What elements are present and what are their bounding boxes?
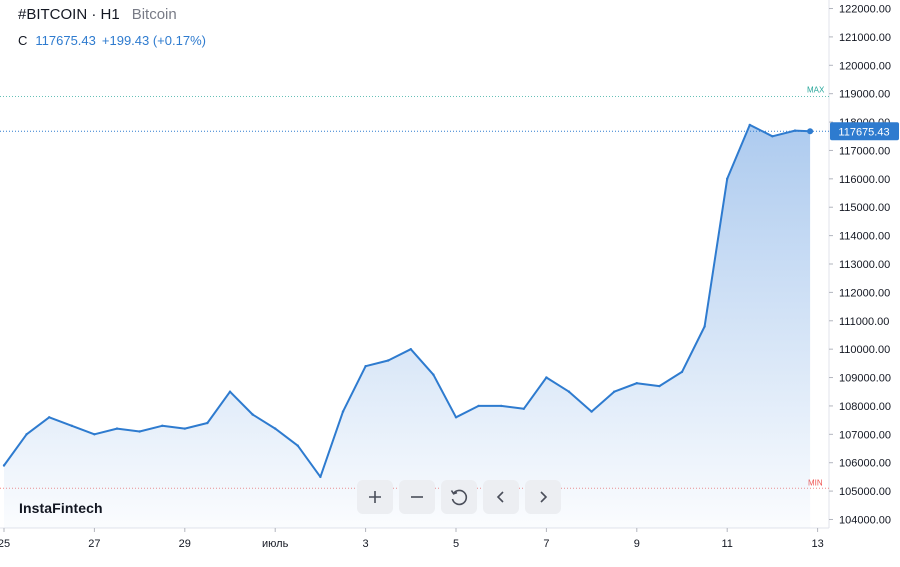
data-point — [93, 433, 96, 436]
price-area — [4, 124, 811, 529]
x-tick-label: июль — [262, 538, 289, 550]
data-point — [48, 416, 51, 419]
data-point — [70, 424, 74, 427]
y-tick-label: 106000.00 — [839, 458, 891, 470]
last-price-tag-label: 117675.43 — [838, 126, 889, 138]
data-point — [251, 413, 254, 416]
data-point — [703, 325, 706, 328]
x-tick-label: 3 — [363, 538, 369, 550]
data-point — [25, 433, 28, 436]
y-tick-label: 115000.00 — [839, 202, 890, 214]
data-point — [658, 384, 661, 388]
x-tick-label: 11 — [721, 538, 732, 550]
data-point — [341, 410, 345, 413]
data-point — [409, 348, 412, 351]
data-point — [115, 427, 119, 430]
data-point — [567, 390, 571, 393]
x-tick-label: 9 — [634, 538, 640, 550]
data-point — [387, 359, 390, 362]
y-tick-label: 116000.00 — [839, 174, 890, 186]
y-tick-label: 112000.00 — [839, 287, 890, 299]
symbol-description: Bitcoin — [131, 6, 177, 23]
data-point — [793, 129, 797, 132]
data-point — [228, 390, 232, 393]
zoom-out-button[interactable] — [399, 480, 435, 514]
scroll-right-button[interactable] — [525, 480, 561, 514]
x-tick-label: 13 — [811, 538, 823, 550]
minus-icon — [411, 496, 423, 498]
instafintech-logo: InstaFintech — [19, 500, 103, 516]
data-point — [319, 475, 322, 479]
data-point — [454, 416, 458, 419]
data-point — [726, 177, 729, 180]
min-label: MIN — [808, 478, 823, 487]
x-tick-label: 27 — [88, 538, 100, 550]
y-tick-label: 104000.00 — [839, 514, 891, 526]
chart-toolbar — [357, 480, 561, 514]
reset-icon — [450, 489, 468, 506]
x-tick-label: 25 — [0, 538, 10, 550]
legend-title-row: #BITCOIN · H1 Bitcoin — [18, 6, 206, 24]
y-tick-label: 114000.00 — [839, 231, 890, 243]
data-point — [477, 404, 480, 408]
y-tick-label: 122000.00 — [839, 4, 891, 16]
data-point — [274, 427, 277, 430]
y-tick-label: 119000.00 — [839, 89, 890, 101]
chevron-left-icon — [496, 491, 504, 503]
last-price-tag — [830, 122, 899, 141]
data-point — [590, 410, 593, 413]
y-tick-label: 121000.00 — [839, 32, 891, 44]
chart-legend: #BITCOIN · H1 Bitcoin C 117675.43 +199.43 (… — [18, 6, 206, 50]
data-point — [680, 370, 684, 374]
data-point — [138, 430, 141, 433]
legend-price-row: C 117675.43 +199.43 (+0.17%) — [18, 32, 206, 50]
y-tick-label: 110000.00 — [839, 344, 890, 356]
max-label: MAX — [807, 86, 825, 95]
x-tick-label: 29 — [179, 538, 191, 550]
close-value: 117675.43 — [35, 33, 96, 48]
symbol-label: #BITCOIN · H1 — [18, 6, 120, 23]
price-change: +199.43 (+0.17%) — [101, 33, 206, 48]
data-point — [183, 427, 186, 430]
data-point — [296, 444, 299, 447]
y-tick-label: 120000.00 — [839, 60, 891, 72]
chevron-right-icon — [540, 491, 548, 503]
data-point — [364, 365, 367, 368]
data-point — [500, 404, 503, 408]
data-point — [432, 373, 435, 376]
zoom-in-button[interactable] — [357, 480, 393, 514]
y-tick-label: 105000.00 — [839, 486, 891, 498]
data-point — [635, 382, 638, 385]
data-point — [771, 135, 774, 138]
y-tick-label: 109000.00 — [839, 373, 891, 385]
data-point — [206, 421, 209, 425]
data-point — [522, 407, 525, 410]
y-tick-label: 111000.00 — [839, 316, 889, 328]
last-price-dot — [807, 128, 814, 135]
y-tick-label: 117000.00 — [839, 145, 890, 157]
data-point — [2, 464, 6, 467]
reset-chart-button[interactable] — [441, 480, 477, 514]
y-tick-label: 108000.00 — [839, 401, 891, 413]
y-tick-label: 107000.00 — [839, 429, 891, 441]
y-tick-label: 113000.00 — [839, 259, 890, 271]
x-tick-label: 7 — [543, 538, 549, 550]
scroll-left-button[interactable] — [483, 480, 519, 514]
x-tick-label: 5 — [453, 538, 459, 550]
data-point — [748, 123, 751, 127]
close-label: C — [18, 33, 28, 48]
plus-icon — [369, 491, 381, 503]
data-point — [613, 390, 616, 393]
data-point — [161, 424, 164, 427]
data-point — [545, 376, 548, 379]
